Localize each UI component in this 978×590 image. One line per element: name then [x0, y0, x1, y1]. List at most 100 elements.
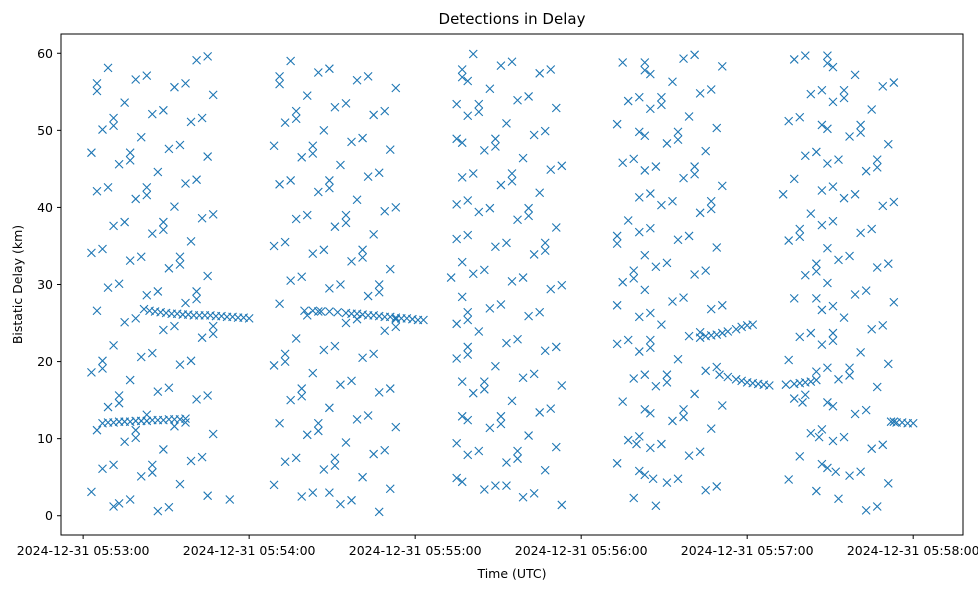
data-point: [181, 414, 190, 424]
data-point: [823, 58, 832, 68]
data-point: [795, 112, 805, 122]
data-point: [131, 75, 141, 84]
data-point: [380, 326, 390, 336]
data-point: [640, 370, 650, 380]
data-point: [336, 160, 345, 170]
data-point: [657, 439, 666, 449]
data-point: [856, 347, 866, 357]
data-point: [712, 243, 722, 252]
data-point: [540, 465, 550, 475]
data-point: [186, 236, 196, 246]
data-point: [507, 176, 517, 186]
data-point: [297, 492, 307, 501]
data-point: [324, 183, 334, 193]
data-point: [457, 257, 467, 267]
data-point: [540, 238, 550, 248]
data-point: [502, 481, 511, 491]
data-point: [203, 51, 213, 61]
data-point: [324, 64, 334, 74]
data-point: [363, 291, 373, 301]
data-points: [87, 49, 918, 517]
data-point: [629, 154, 639, 164]
data-point: [546, 165, 556, 175]
data-point: [662, 377, 672, 387]
data-point: [275, 79, 284, 89]
data-point: [452, 354, 462, 363]
data-point: [908, 418, 918, 428]
data-point: [203, 391, 213, 400]
data-point: [463, 342, 473, 352]
data-point: [634, 193, 644, 202]
data-point: [679, 404, 688, 414]
data-point: [142, 290, 152, 300]
data-point: [640, 58, 650, 67]
data-point: [330, 102, 340, 112]
data-point: [164, 144, 174, 154]
data-point: [147, 460, 157, 470]
data-point: [336, 280, 345, 289]
data-point: [861, 166, 871, 176]
data-point: [391, 83, 401, 93]
data-point: [109, 113, 118, 123]
data-point: [87, 367, 96, 377]
data-point: [612, 239, 622, 249]
data-point: [302, 430, 312, 440]
data-point: [673, 474, 683, 484]
data-point: [391, 322, 401, 332]
data-point: [618, 158, 628, 168]
data-point: [867, 444, 877, 454]
data-point: [889, 417, 899, 427]
data-point: [391, 422, 401, 432]
data-point: [175, 252, 185, 262]
data-point: [491, 134, 500, 144]
data-point: [485, 203, 495, 213]
data-point: [850, 290, 860, 299]
data-point: [640, 166, 650, 175]
data-point: [181, 298, 190, 308]
data-point: [208, 321, 218, 331]
data-point: [679, 54, 688, 64]
data-point: [147, 348, 157, 358]
data-point: [507, 396, 517, 406]
data-point: [496, 411, 506, 421]
data-point: [92, 86, 102, 96]
data-point: [291, 334, 301, 343]
data-point: [706, 204, 716, 214]
data-point: [341, 318, 351, 328]
x-tick-label: 2024-12-31 05:53:00: [17, 543, 150, 558]
data-point: [313, 418, 323, 428]
data-point: [457, 172, 467, 182]
data-point: [845, 251, 854, 261]
data-point: [363, 172, 373, 181]
data-point: [485, 304, 495, 313]
data-point: [324, 176, 334, 185]
data-point: [668, 297, 677, 306]
data-point: [158, 325, 168, 335]
data-point: [385, 264, 395, 274]
data-point: [823, 124, 832, 134]
data-point: [695, 447, 705, 457]
data-point: [380, 206, 390, 216]
data-point: [308, 149, 318, 158]
data-point: [623, 335, 633, 345]
data-point: [557, 161, 567, 171]
data-point: [109, 502, 118, 511]
data-point: [197, 213, 207, 223]
data-point: [811, 293, 821, 303]
data-point: [308, 488, 318, 497]
data-point: [153, 506, 163, 516]
data-point: [717, 61, 727, 71]
data-point: [872, 155, 882, 165]
data-point: [518, 373, 528, 383]
data-point: [828, 401, 838, 411]
data-point: [800, 51, 810, 60]
data-point: [529, 488, 539, 498]
data-point: [507, 277, 517, 286]
data-point: [850, 189, 860, 199]
data-point: [131, 194, 141, 204]
data-point: [612, 458, 622, 468]
data-point: [684, 112, 694, 121]
data-point: [518, 153, 528, 163]
data-point: [651, 162, 661, 171]
data-point: [662, 370, 672, 380]
